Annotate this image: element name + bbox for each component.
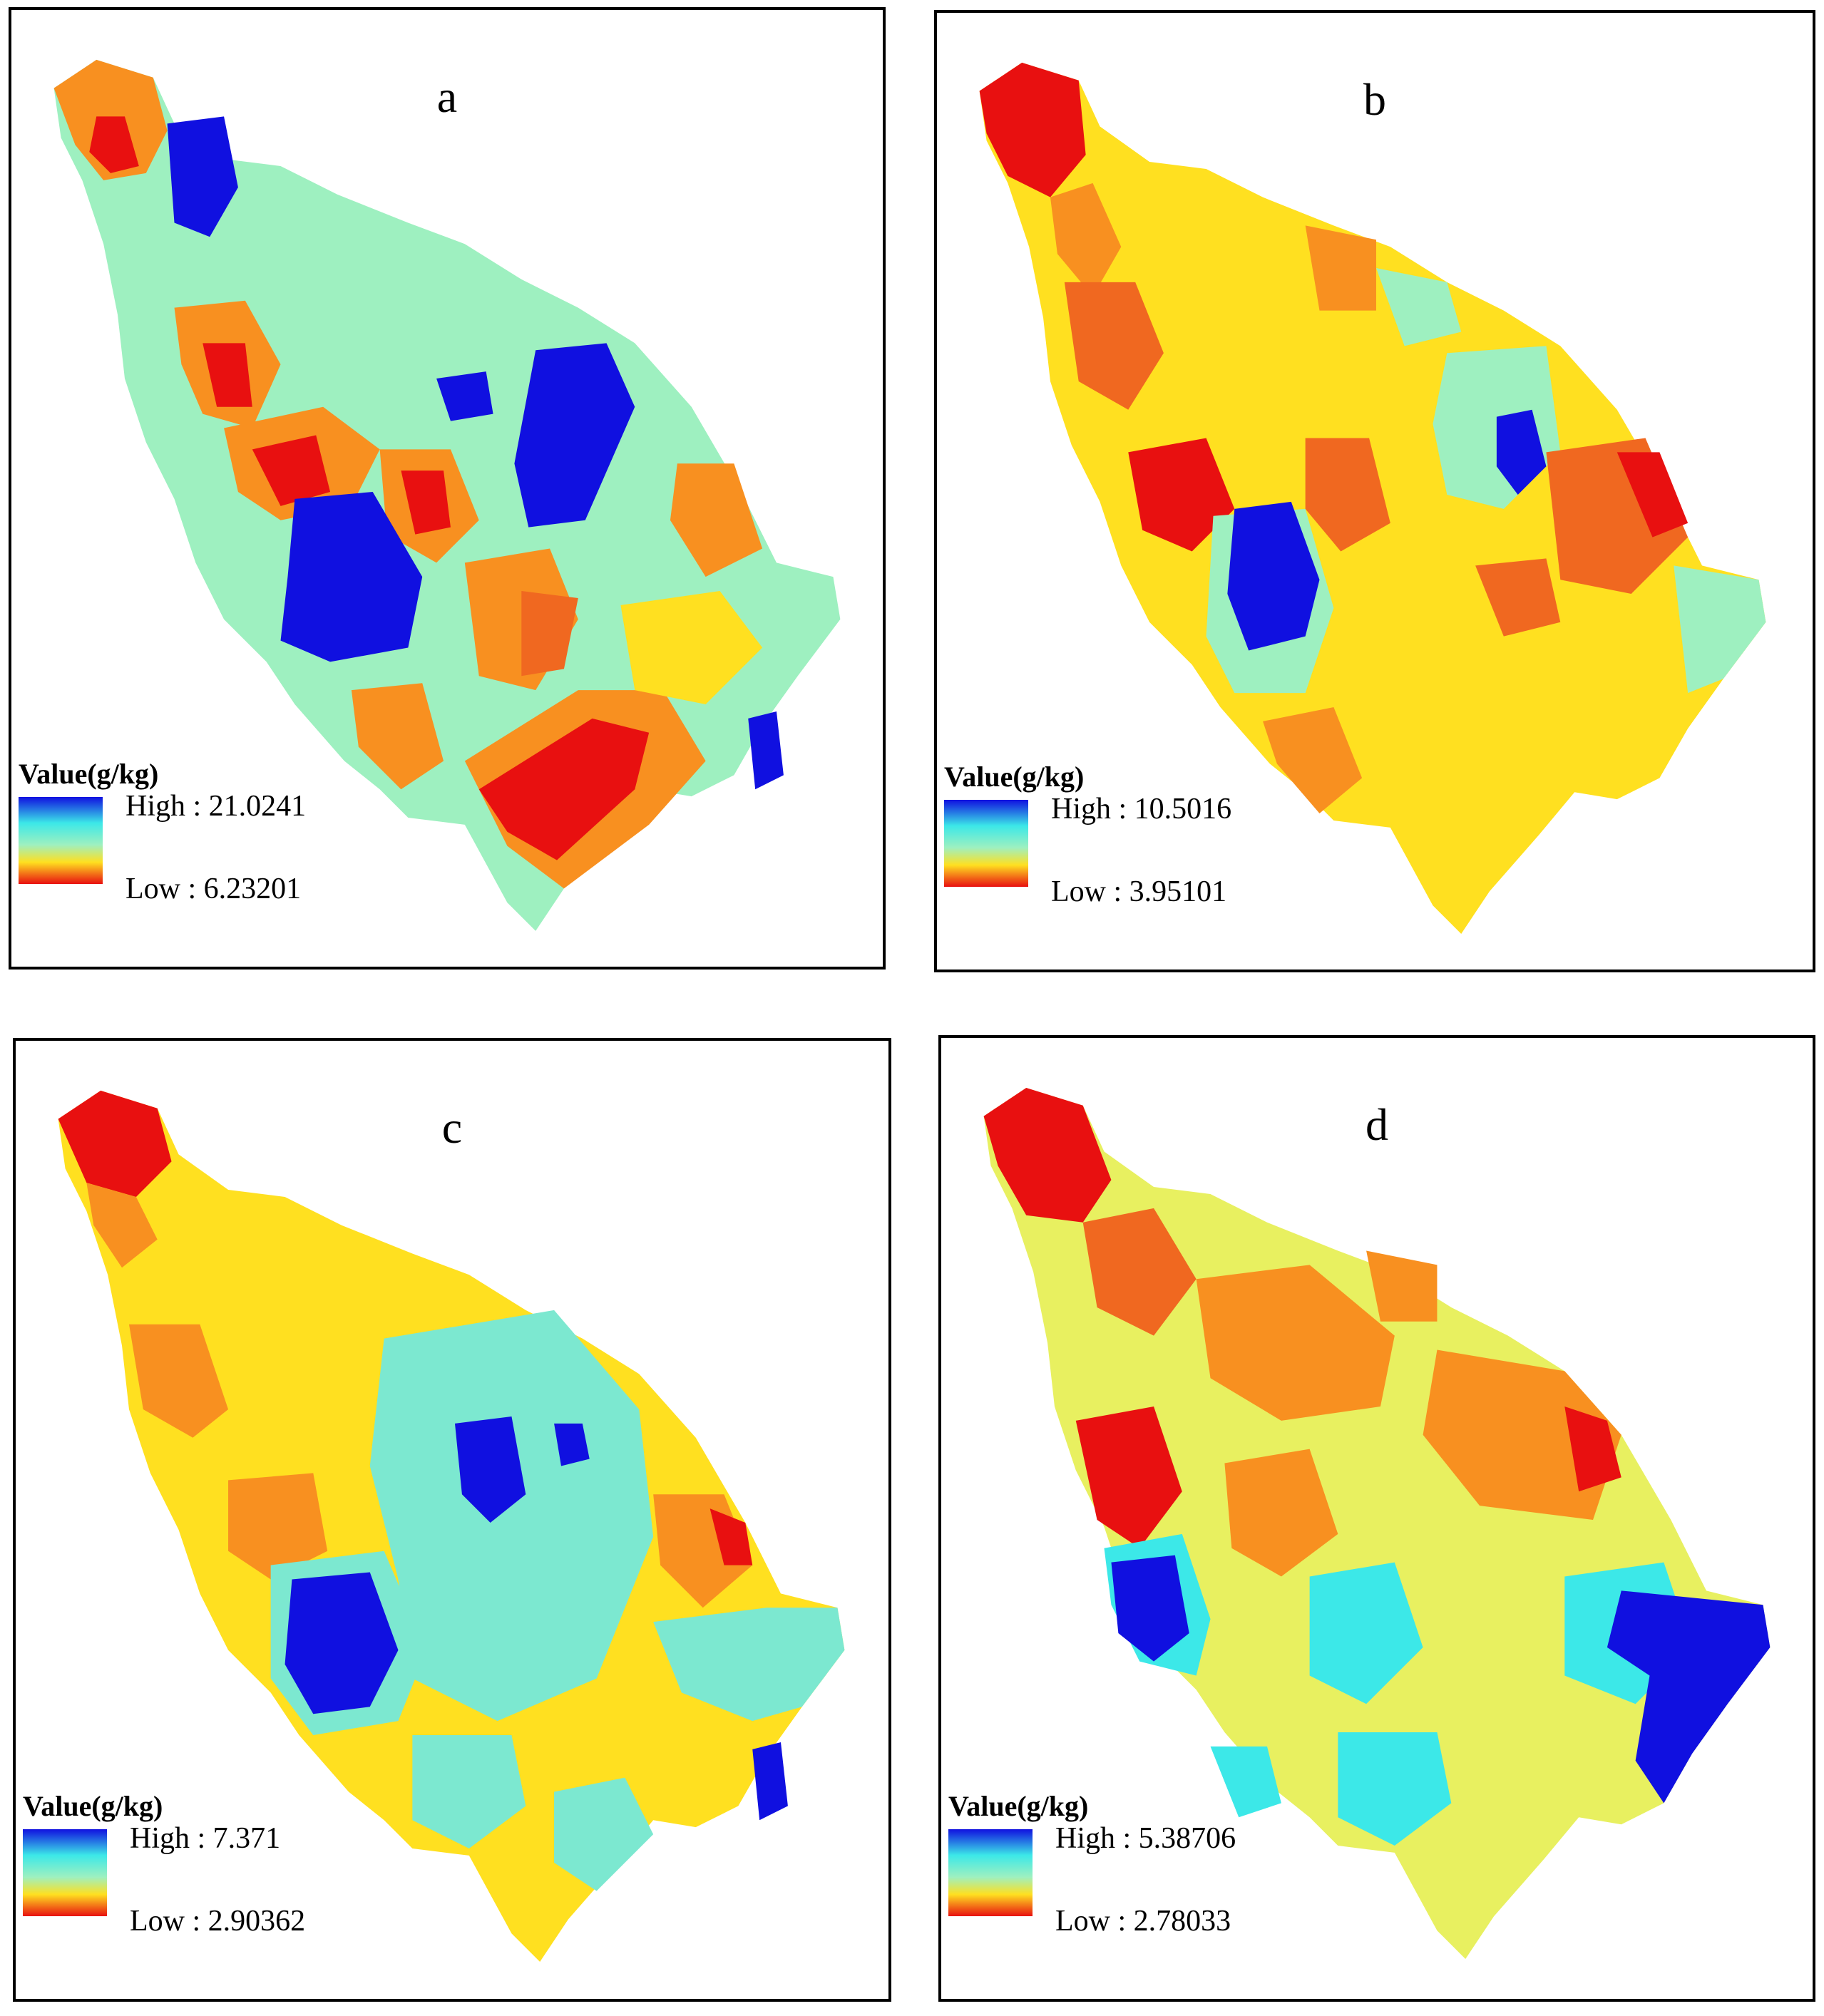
zone: [478, 718, 650, 860]
zone: [709, 1508, 753, 1565]
map-d: [983, 1087, 1771, 1959]
zone: [983, 1087, 1112, 1223]
zone: [1263, 707, 1363, 814]
zone: [514, 343, 635, 528]
map-panel-c: c Value(g/kg) High : 7.371 Low : 2.90362: [13, 1038, 891, 2002]
panel-label: d: [1366, 1099, 1388, 1150]
legend: Value(g/kg) High : 10.5016 Low : 3.95101: [944, 763, 1343, 927]
zone: [1607, 1590, 1771, 1804]
zone: [1075, 1406, 1182, 1548]
map-panel-b: b Value(g/kg) High : 10.5016 Low : 3.951…: [934, 10, 1815, 972]
legend-title: Value(g/kg): [944, 761, 1085, 793]
color-ramp: [944, 800, 1028, 887]
region-outline: [983, 1087, 1771, 1959]
map-panel-a: a Value(g/kg) High : 21.0241 Low : 6.232…: [9, 7, 886, 970]
zone: [86, 1183, 158, 1268]
zone: [128, 1324, 229, 1438]
legend-low: Low : 3.95101: [1051, 875, 1227, 908]
zone: [1128, 438, 1235, 552]
map-panel-d: d Value(g/kg) High : 5.38706 Low : 2.780…: [938, 1035, 1815, 2002]
zone: [521, 591, 578, 677]
legend-title: Value(g/kg): [19, 758, 159, 790]
zone: [454, 1416, 526, 1523]
map-c: [58, 1090, 845, 1962]
zone: [620, 591, 763, 705]
legend-high: High : 21.0241: [125, 790, 307, 823]
zone: [203, 343, 252, 407]
zone: [1564, 1406, 1621, 1492]
zone: [1309, 1562, 1423, 1704]
legend: Value(g/kg) High : 21.0241 Low : 6.23201: [19, 760, 418, 924]
legend-high: High : 7.371: [130, 1822, 281, 1855]
color-ramp: [948, 1829, 1033, 1916]
zone: [653, 1608, 845, 1722]
legend-high: High : 10.5016: [1051, 793, 1232, 826]
legend-high: High : 5.38706: [1055, 1822, 1236, 1855]
legend-low: Low : 6.23201: [125, 873, 302, 905]
zone: [280, 491, 423, 662]
zone: [58, 1090, 172, 1197]
map-b: [979, 62, 1766, 934]
zone: [1064, 282, 1164, 410]
legend-low: Low : 2.90362: [130, 1905, 306, 1938]
zone: [89, 116, 139, 173]
legend: Value(g/kg) High : 7.371 Low : 2.90362: [23, 1792, 422, 1956]
zone: [1617, 452, 1689, 538]
panel-label: a: [436, 71, 458, 122]
zone: [436, 371, 493, 421]
zone: [1305, 438, 1390, 552]
zone: [167, 116, 238, 237]
zone: [1196, 1265, 1395, 1421]
panel-label: c: [441, 1102, 463, 1153]
zone: [554, 1423, 590, 1466]
panel-label: b: [1363, 74, 1386, 125]
zone: [1227, 501, 1320, 651]
zone: [1050, 182, 1122, 297]
zone: [228, 1473, 328, 1580]
zone: [1338, 1732, 1452, 1846]
zone: [1224, 1449, 1338, 1577]
map-a: [53, 59, 841, 931]
color-ramp: [19, 797, 103, 884]
zone: [1375, 268, 1462, 346]
legend: Value(g/kg) High : 5.38706 Low : 2.78033: [948, 1792, 1348, 1956]
zone: [1305, 225, 1376, 311]
zone: [1674, 565, 1766, 694]
zone: [369, 1310, 654, 1722]
zone: [412, 1735, 526, 1848]
zone: [285, 1572, 399, 1714]
legend-low: Low : 2.78033: [1055, 1905, 1231, 1938]
zone: [670, 463, 763, 577]
zone: [1423, 1349, 1621, 1520]
zone: [1475, 558, 1561, 637]
zone: [1210, 1746, 1281, 1818]
legend-title: Value(g/kg): [948, 1790, 1089, 1822]
zone: [351, 683, 444, 790]
zone: [979, 62, 1086, 197]
zone: [748, 711, 784, 790]
zone: [1496, 409, 1547, 495]
zone: [1082, 1208, 1197, 1336]
color-ramp: [23, 1829, 107, 1916]
legend-title: Value(g/kg): [23, 1790, 163, 1822]
zone: [554, 1777, 654, 1891]
zone: [401, 470, 451, 535]
zone: [1111, 1555, 1189, 1662]
zone: [752, 1742, 788, 1821]
zone: [252, 435, 331, 506]
zone: [1366, 1250, 1438, 1322]
